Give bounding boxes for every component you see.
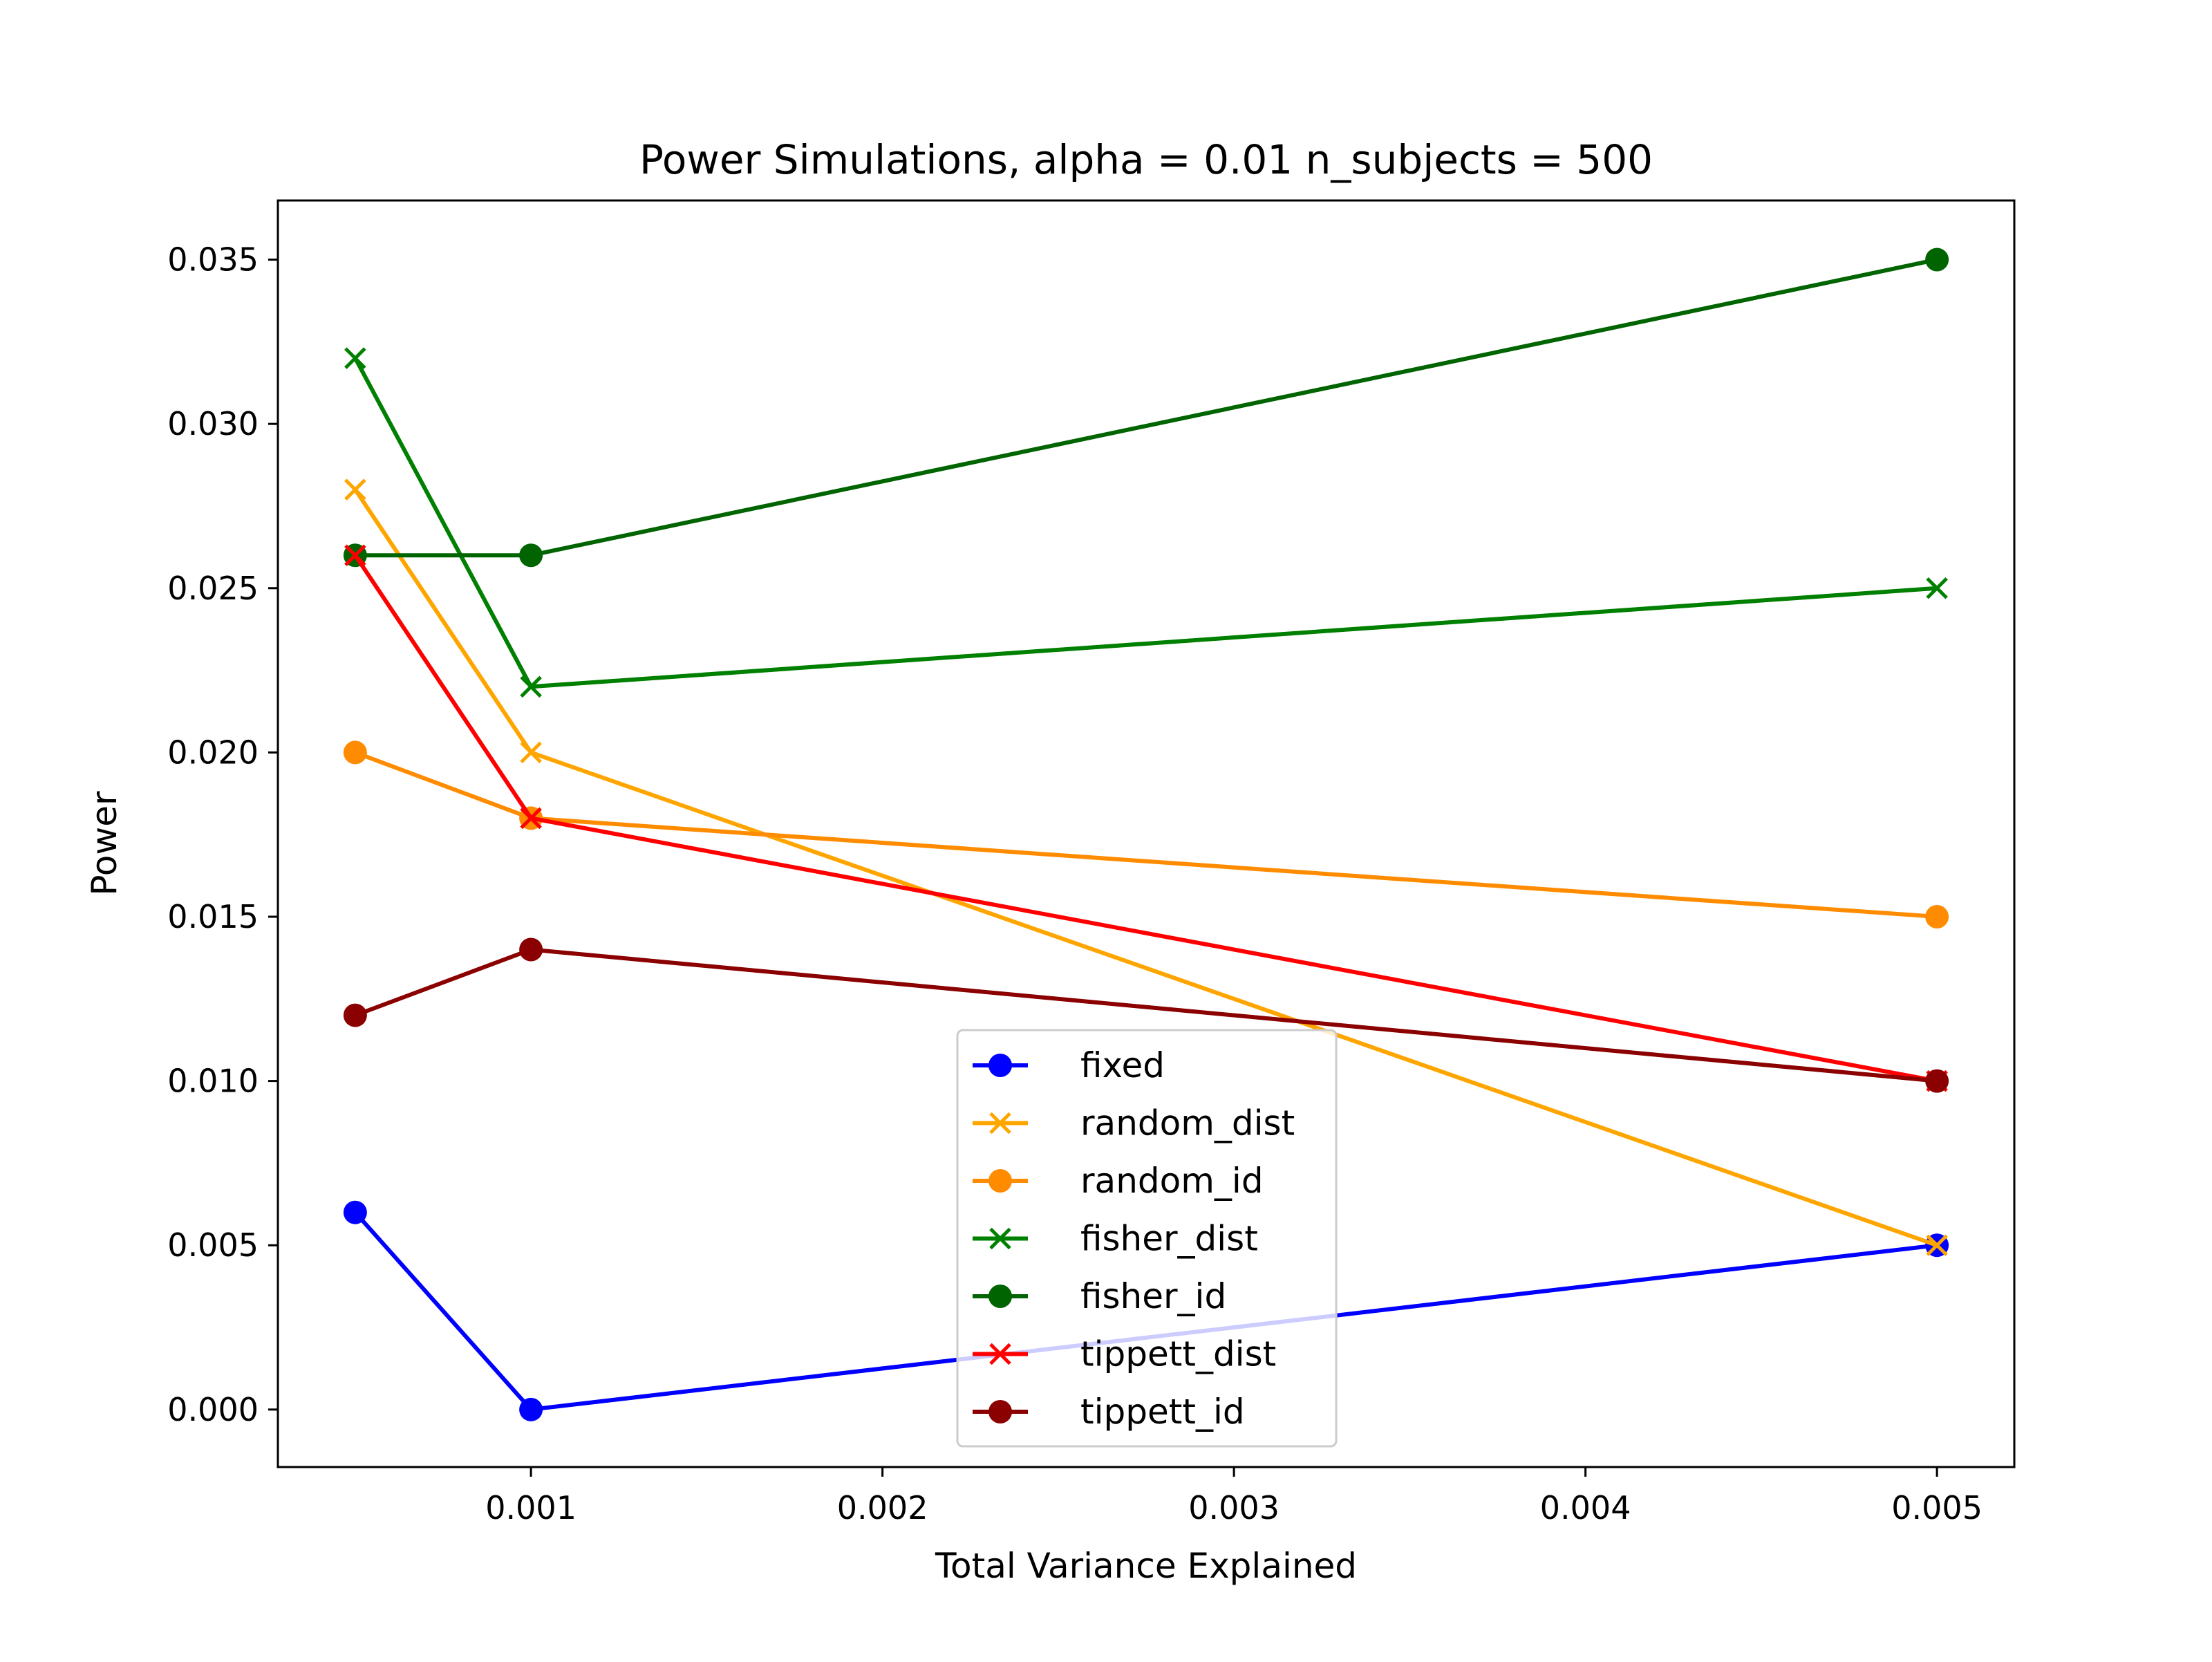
y-tick-label: 0.015 bbox=[167, 898, 259, 935]
y-tick-label: 0.035 bbox=[167, 241, 259, 279]
data-point-fixed bbox=[343, 1200, 367, 1224]
data-point-fisher_dist bbox=[520, 675, 542, 698]
data-point-tippett_id bbox=[1925, 1069, 1949, 1093]
x-tick-label: 0.003 bbox=[1188, 1489, 1280, 1526]
legend-marker-fisher_dist bbox=[989, 1227, 1011, 1250]
legend-marker-fixed bbox=[988, 1054, 1012, 1077]
data-point-fisher_dist bbox=[344, 347, 366, 369]
legend-box bbox=[956, 1029, 1338, 1448]
y-tick-label: 0.000 bbox=[167, 1391, 259, 1428]
data-point-random_dist bbox=[520, 741, 542, 764]
data-point-random_id bbox=[1925, 904, 1949, 928]
legend: fixed random_dist random_id fisher_distfish… bbox=[956, 1029, 1338, 1448]
x-axis-label: Total Variance Explained bbox=[935, 1546, 1357, 1586]
data-point-random_id bbox=[343, 740, 367, 765]
legend-label-fixed: fixed bbox=[1080, 1045, 1165, 1085]
y-tick-label: 0.010 bbox=[167, 1063, 259, 1100]
legend-marker-fisher_id bbox=[988, 1285, 1012, 1308]
data-point-random_dist bbox=[344, 478, 366, 501]
data-point-fisher_dist bbox=[1926, 577, 1948, 599]
legend-label-random_dist: random_dist bbox=[1080, 1103, 1295, 1143]
data-point-random_dist bbox=[1926, 1234, 1948, 1256]
y-tick-label: 0.020 bbox=[167, 734, 259, 771]
legend-label-tippett_id: tippett_id bbox=[1080, 1392, 1245, 1432]
data-point-tippett_dist bbox=[520, 807, 542, 830]
y-tick-label: 0.030 bbox=[167, 405, 259, 442]
x-tick-label: 0.001 bbox=[485, 1489, 577, 1526]
chart-title: Power Simulations, alpha = 0.01 n_subjec… bbox=[639, 136, 1653, 183]
x-tick-label: 0.004 bbox=[1540, 1489, 1631, 1526]
data-point-tippett_dist bbox=[344, 544, 366, 567]
legend-marker-random_id bbox=[988, 1169, 1012, 1193]
data-point-fixed bbox=[519, 1397, 543, 1421]
x-tick-label: 0.002 bbox=[837, 1489, 928, 1526]
y-tick-label: 0.025 bbox=[167, 570, 259, 607]
data-point-tippett_id bbox=[343, 1003, 367, 1027]
legend-label-random_id: random_id bbox=[1080, 1161, 1264, 1201]
legend-label-fisher_dist: fisher_dist bbox=[1080, 1219, 1258, 1259]
legend-marker-tippett_id bbox=[988, 1400, 1012, 1423]
y-tick-label: 0.005 bbox=[167, 1226, 259, 1264]
legend-label-fisher_id: fisher_id bbox=[1080, 1276, 1226, 1316]
legend-marker-tippett_dist bbox=[989, 1343, 1011, 1365]
data-point-fisher_id bbox=[519, 543, 543, 568]
legend-marker-random_dist bbox=[989, 1112, 1011, 1135]
x-tick-label: 0.005 bbox=[1891, 1489, 1983, 1526]
plot-area: 0.001 0.002 0.003 0.004 0.005 0.000 0.005 0.010… bbox=[167, 199, 2016, 1526]
legend-label-tippett_dist: tippett_dist bbox=[1080, 1334, 1276, 1374]
data-point-tippett_id bbox=[519, 937, 543, 962]
y-axis-label: Power bbox=[84, 791, 124, 896]
plot-frame bbox=[276, 199, 2016, 1468]
data-point-fisher_id bbox=[1925, 248, 1949, 272]
